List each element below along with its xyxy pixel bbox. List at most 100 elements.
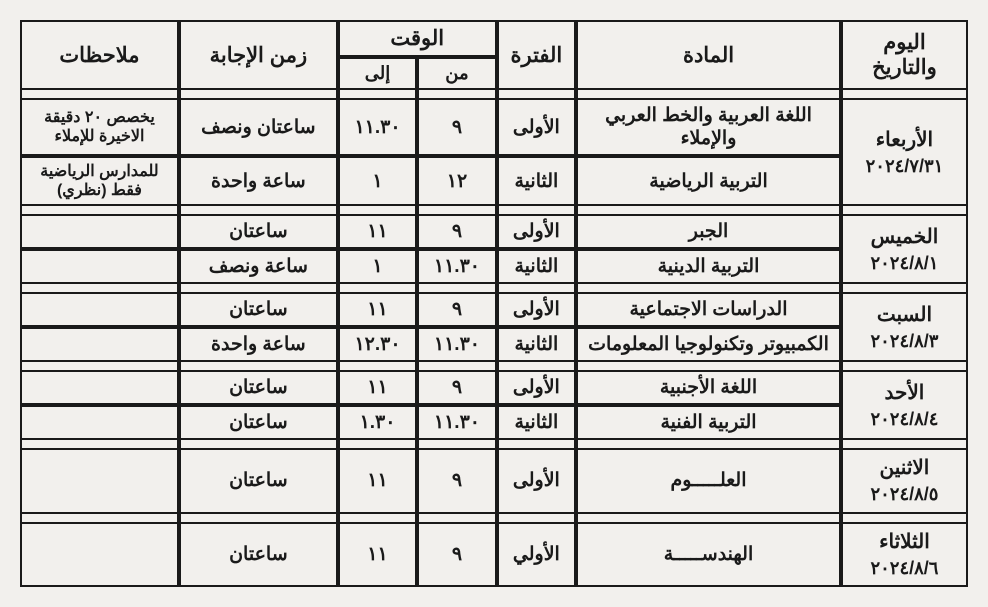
time-to-cell: ١١ xyxy=(338,522,417,587)
note-cell xyxy=(20,522,179,587)
duration-cell: ساعتان xyxy=(179,370,338,405)
subject-cell: الجبر xyxy=(576,214,841,249)
gap-cell xyxy=(417,514,496,522)
day-date-cell: الأحد٢٠٢٤/٨/٤ xyxy=(841,370,968,440)
gap-row xyxy=(20,90,968,98)
table-row: الأربعاء٢٠٢٤/٧/٣١اللغة العربية والخط الع… xyxy=(20,98,968,156)
note-cell xyxy=(20,370,179,405)
day-name: الأحد xyxy=(849,379,960,407)
table-row: التربية الفنيةالثانية١١.٣٠١.٣٠ساعتان xyxy=(20,405,968,440)
gap-cell xyxy=(179,206,338,214)
table-row: التربية الرياضيةالثانية١٢١ساعة واحدةللمد… xyxy=(20,156,968,206)
header-period: الفترة xyxy=(497,20,576,90)
period-cell: الأولى xyxy=(497,98,576,156)
table-body: الأربعاء٢٠٢٤/٧/٣١اللغة العربية والخط الع… xyxy=(20,90,968,587)
period-cell: الثانية xyxy=(497,327,576,362)
note-cell xyxy=(20,405,179,440)
note-cell: يخصص ٢٠ دقيقة الاخيرة للإملاء xyxy=(20,98,179,156)
gap-cell xyxy=(417,440,496,448)
period-cell: الثانية xyxy=(497,405,576,440)
header-notes: ملاحظات xyxy=(20,20,179,90)
time-to-cell: ١.٣٠ xyxy=(338,405,417,440)
gap-cell xyxy=(417,284,496,292)
gap-cell xyxy=(841,440,968,448)
gap-cell xyxy=(497,284,576,292)
gap-cell xyxy=(20,514,179,522)
gap-cell xyxy=(841,284,968,292)
time-to-cell: ١١.٣٠ xyxy=(338,98,417,156)
gap-cell xyxy=(576,362,841,370)
time-from-cell: ٩ xyxy=(417,292,496,327)
subject-cell: التربية الرياضية xyxy=(576,156,841,206)
gap-cell xyxy=(841,362,968,370)
time-to-cell: ١ xyxy=(338,156,417,206)
gap-cell xyxy=(20,206,179,214)
table-row: الثلاثاء٢٠٢٤/٨/٦الهندســـــةالأولي٩١١ساع… xyxy=(20,522,968,587)
gap-cell xyxy=(417,206,496,214)
time-from-cell: ٩ xyxy=(417,98,496,156)
subject-cell: التربية الدينية xyxy=(576,249,841,284)
subject-cell: الكمبيوتر وتكنولوجيا المعلومات xyxy=(576,327,841,362)
day-date-cell: الثلاثاء٢٠٢٤/٨/٦ xyxy=(841,522,968,587)
note-cell xyxy=(20,292,179,327)
schedule-container: اليوم والتاريخ المادة الفترة الوقت زمن ا… xyxy=(20,20,968,587)
note-cell xyxy=(20,249,179,284)
period-cell: الأولى xyxy=(497,448,576,513)
table-row: الخميس٢٠٢٤/٨/١الجبرالأولى٩١١ساعتان xyxy=(20,214,968,249)
gap-cell xyxy=(497,206,576,214)
period-cell: الثانية xyxy=(497,156,576,206)
time-to-cell: ١١ xyxy=(338,448,417,513)
time-from-cell: ٩ xyxy=(417,370,496,405)
gap-row xyxy=(20,362,968,370)
gap-cell xyxy=(841,90,968,98)
gap-cell xyxy=(576,284,841,292)
subject-cell: الدراسات الاجتماعية xyxy=(576,292,841,327)
gap-cell xyxy=(576,440,841,448)
subject-cell: التربية الفنية xyxy=(576,405,841,440)
day-date: ٢٠٢٤/٧/٣١ xyxy=(849,154,960,179)
gap-cell xyxy=(417,90,496,98)
time-to-cell: ١ xyxy=(338,249,417,284)
gap-cell xyxy=(338,362,417,370)
day-name: الثلاثاء xyxy=(849,528,960,556)
gap-cell xyxy=(338,90,417,98)
duration-cell: ساعة واحدة xyxy=(179,327,338,362)
day-date-cell: الأربعاء٢٠٢٤/٧/٣١ xyxy=(841,98,968,206)
day-date: ٢٠٢٤/٨/٦ xyxy=(849,556,960,581)
day-date: ٢٠٢٤/٨/٣ xyxy=(849,329,960,354)
subject-cell: الهندســـــة xyxy=(576,522,841,587)
gap-row xyxy=(20,206,968,214)
gap-cell xyxy=(179,362,338,370)
gap-cell xyxy=(20,284,179,292)
gap-cell xyxy=(497,90,576,98)
period-cell: الثانية xyxy=(497,249,576,284)
time-from-cell: ١٢ xyxy=(417,156,496,206)
time-to-cell: ١١ xyxy=(338,292,417,327)
subject-cell: اللغة العربية والخط العربي والإملاء xyxy=(576,98,841,156)
day-name: الأربعاء xyxy=(849,126,960,154)
period-cell: الأولى xyxy=(497,292,576,327)
gap-cell xyxy=(338,284,417,292)
time-from-cell: ١١.٣٠ xyxy=(417,249,496,284)
subject-cell: اللغة الأجنبية xyxy=(576,370,841,405)
gap-cell xyxy=(497,362,576,370)
period-cell: الأولى xyxy=(497,370,576,405)
time-to-cell: ١٢.٣٠ xyxy=(338,327,417,362)
day-name: الخميس xyxy=(849,223,960,251)
header-day-date: اليوم والتاريخ xyxy=(841,20,968,90)
day-date-cell: الخميس٢٠٢٤/٨/١ xyxy=(841,214,968,284)
time-from-cell: ٩ xyxy=(417,448,496,513)
gap-row xyxy=(20,284,968,292)
duration-cell: ساعة واحدة xyxy=(179,156,338,206)
gap-row xyxy=(20,440,968,448)
gap-cell xyxy=(841,514,968,522)
period-cell: الأولى xyxy=(497,214,576,249)
gap-cell xyxy=(497,514,576,522)
time-to-cell: ١١ xyxy=(338,370,417,405)
table-row: الأحد٢٠٢٤/٨/٤اللغة الأجنبيةالأولى٩١١ساعت… xyxy=(20,370,968,405)
duration-cell: ساعتان xyxy=(179,292,338,327)
header-subject: المادة xyxy=(576,20,841,90)
time-from-cell: ١١.٣٠ xyxy=(417,327,496,362)
exam-schedule-table: اليوم والتاريخ المادة الفترة الوقت زمن ا… xyxy=(20,20,968,587)
gap-cell xyxy=(841,206,968,214)
